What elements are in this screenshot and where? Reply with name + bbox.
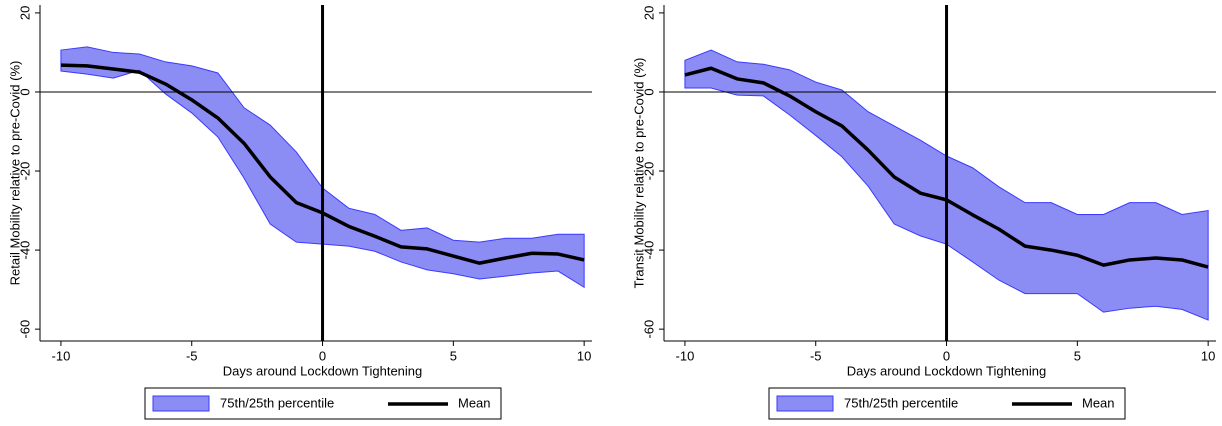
y-tick-label: 20 [641,6,656,20]
x-tick-label: 5 [450,348,457,363]
y-tick-label: -60 [641,320,656,339]
x-tick-label: 10 [1201,348,1215,363]
x-axis-label: Days around Lockdown Tightening [847,363,1046,378]
mean-line [60,63,585,265]
x-tick-label: -5 [186,348,198,363]
y-tick-label: -20 [17,162,32,181]
x-tick-label: -10 [52,348,71,363]
y-tick-label: 0 [17,88,32,95]
legend-label: Mean [458,395,491,410]
legend-label: 75th/25th percentile [220,395,334,410]
legend-swatch [152,395,210,412]
x-axis-label: Days around Lockdown Tightening [223,363,422,378]
x-tick-label: -10 [676,348,695,363]
y-tick-label: -40 [641,241,656,260]
y-tick-label: -20 [641,162,656,181]
x-tick-label: 0 [943,348,950,363]
y-tick-label: 20 [17,6,32,20]
y-tick-label: -60 [17,320,32,339]
legend-label: 75th/25th percentile [844,395,958,410]
y-tick-label: 0 [641,88,656,95]
legend-swatch [776,395,834,412]
mean-line [684,66,1209,269]
x-tick-label: 10 [577,348,591,363]
x-tick-label: -5 [810,348,822,363]
y-axis-label: Retail Mobility relative to pre-Covid (%… [7,61,22,286]
percentile-band [60,46,585,289]
x-tick-label: 5 [1074,348,1081,363]
y-tick-label: -40 [17,241,32,260]
x-tick-label: 0 [319,348,326,363]
legend-label: Mean [1082,395,1115,410]
y-axis-label: Transit Mobility relative to pre-Covid (… [631,58,646,289]
